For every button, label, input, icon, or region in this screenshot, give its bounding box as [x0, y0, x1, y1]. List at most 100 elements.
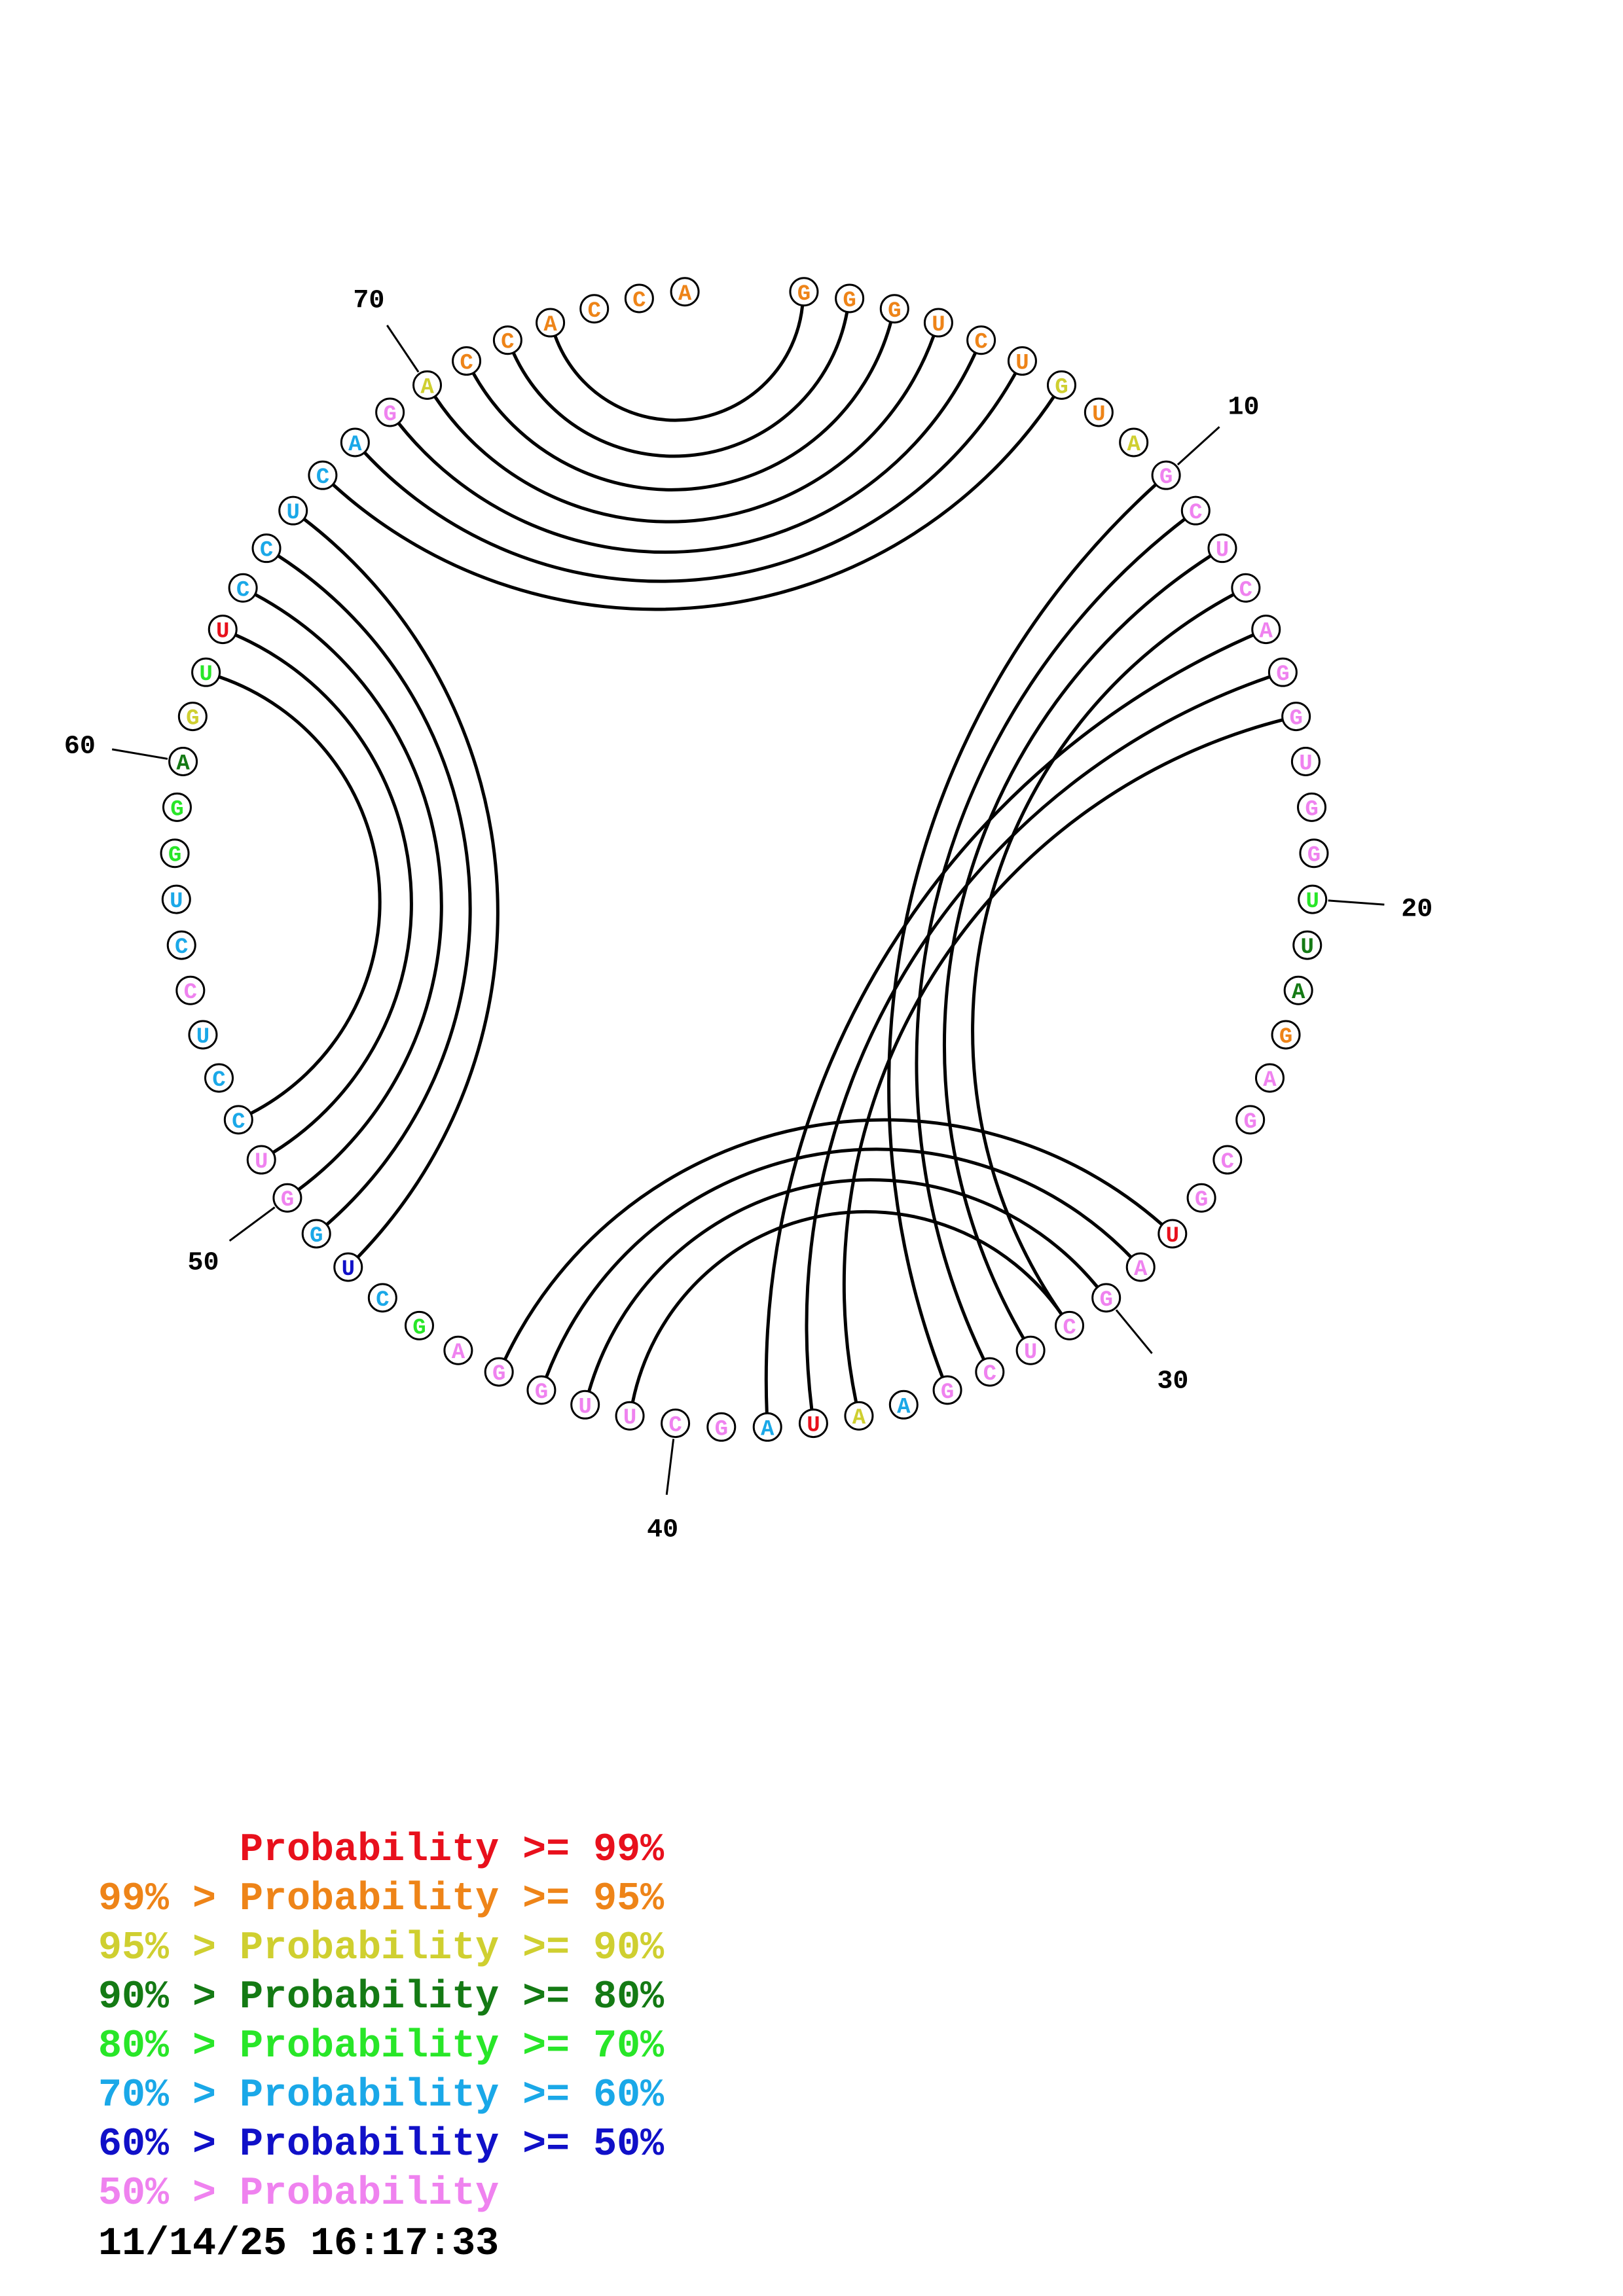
nucleotide: C	[1180, 495, 1211, 526]
nucleotide: C	[975, 1357, 1005, 1387]
svg-text:C: C	[501, 331, 514, 355]
svg-text:C: C	[260, 539, 273, 564]
nucleotide: U	[1207, 533, 1237, 564]
svg-text:U: U	[932, 313, 945, 338]
base-pair-arc	[303, 518, 500, 1258]
nucleotide: A	[1283, 975, 1313, 1005]
svg-text:U: U	[216, 620, 229, 645]
svg-text:C: C	[983, 1362, 996, 1387]
position-label: 50	[188, 1249, 219, 1278]
position-tick-line	[1176, 426, 1220, 466]
nucleotide: G	[1235, 1105, 1266, 1135]
base-pair-arc	[512, 312, 849, 458]
svg-text:A: A	[1263, 1068, 1277, 1093]
svg-text:U: U	[623, 1406, 636, 1431]
nucleotide: A	[412, 370, 443, 400]
svg-text:U: U	[1092, 403, 1105, 427]
nucleotide: C	[223, 1105, 253, 1135]
base-pair-arc	[433, 335, 936, 524]
nucleotide: C	[251, 533, 282, 564]
base-pair-arc	[363, 372, 1017, 583]
base-pair-arc	[255, 593, 443, 1191]
legend-entry: 60% > Probability >= 50%	[98, 2123, 665, 2167]
base-pair-arc	[278, 554, 472, 1226]
nucleotide: G	[1297, 792, 1327, 822]
nucleotide: U	[1015, 1335, 1046, 1365]
svg-text:U: U	[342, 1257, 355, 1282]
svg-text:C: C	[632, 289, 646, 314]
base-pair-arc	[805, 675, 1270, 1410]
position-label: 60	[64, 732, 96, 761]
nucleotide: U	[278, 495, 308, 526]
svg-text:U: U	[199, 662, 212, 687]
legend-entry: 90% > Probability >= 80%	[98, 1975, 665, 2020]
base-pair-arc	[587, 1178, 1099, 1391]
nucleotide: A	[340, 427, 370, 457]
svg-text:A: A	[897, 1395, 911, 1420]
svg-text:G: G	[1243, 1110, 1256, 1135]
nucleotide: A	[1125, 1252, 1156, 1282]
nucleotide: U	[1298, 884, 1328, 914]
nucleotide: C	[175, 975, 206, 1005]
nucleotide: U	[570, 1390, 600, 1420]
base-pair-arc	[472, 322, 892, 492]
svg-text:U: U	[1301, 935, 1314, 960]
base-pair-arc	[235, 634, 413, 1154]
svg-text:C: C	[1221, 1150, 1234, 1175]
nucleotide: A	[844, 1401, 874, 1431]
nucleotide: G	[272, 1183, 302, 1213]
legend-entry: 70% > Probability >= 60%	[98, 2073, 665, 2118]
legend-entry: Probability >= 99%	[98, 1828, 665, 1873]
svg-text:G: G	[1305, 797, 1318, 822]
svg-text:C: C	[232, 1110, 245, 1135]
svg-text:C: C	[668, 1414, 682, 1439]
nucleotide: C	[661, 1408, 691, 1439]
svg-text:G: G	[170, 797, 183, 822]
svg-text:A: A	[348, 433, 362, 457]
position-label: 20	[1401, 895, 1432, 925]
nucleotide: G	[160, 838, 190, 869]
position-label: 30	[1157, 1367, 1188, 1396]
svg-text:C: C	[1239, 578, 1252, 603]
nucleotide: A	[443, 1335, 473, 1365]
position-tick-line	[386, 325, 420, 373]
nucleotides: G G GUCUGUAGCUCAGGUGGUUAGAGCGUAGCUCGAAUAGC…	[160, 277, 1329, 1442]
nucleotide: G	[835, 283, 865, 314]
nucleotide: G	[1046, 370, 1076, 400]
svg-text:G: G	[1195, 1188, 1208, 1213]
nucleotide: G	[301, 1219, 331, 1249]
nucleotide: C	[1213, 1145, 1243, 1175]
svg-text:A: A	[176, 752, 190, 777]
svg-text:G: G	[186, 707, 199, 732]
svg-text:U: U	[578, 1395, 591, 1420]
position-tick-line	[228, 1206, 276, 1242]
svg-text:U: U	[1166, 1224, 1179, 1249]
nucleotide: A	[1119, 427, 1149, 457]
svg-text:G: G	[412, 1316, 426, 1340]
svg-text:A: A	[1260, 620, 1273, 645]
svg-text:C: C	[1063, 1316, 1076, 1340]
svg-text:U: U	[1306, 889, 1319, 914]
nucleotide: A	[536, 308, 566, 338]
nucleotide: G	[879, 294, 909, 324]
nucleotide: C	[1055, 1310, 1085, 1340]
legend-entry: 80% > Probability >= 70%	[98, 2024, 665, 2069]
svg-text:G: G	[383, 403, 396, 427]
svg-text:G: G	[797, 282, 811, 307]
base-pair-arc	[553, 306, 805, 422]
nucleotide: G	[706, 1412, 737, 1442]
position-tick-line	[1115, 1309, 1153, 1354]
base-pair-arc	[942, 554, 1211, 1339]
base-pair-arcs	[219, 306, 1283, 1413]
base-pair-arc	[842, 718, 1283, 1403]
probability-legend: Probability >= 99% 99% > Probability >= 9…	[98, 1826, 664, 2219]
nucleotide: G	[1281, 702, 1311, 732]
timestamp: 11/14/25 16:17:33	[98, 2222, 500, 2267]
base-pair-arc	[887, 484, 1157, 1378]
svg-text:C: C	[974, 331, 987, 355]
nucleotide: G	[526, 1375, 556, 1405]
svg-text:G: G	[281, 1188, 294, 1213]
nucleotide: G	[1151, 460, 1181, 490]
nucleotide: A	[1254, 1063, 1285, 1093]
